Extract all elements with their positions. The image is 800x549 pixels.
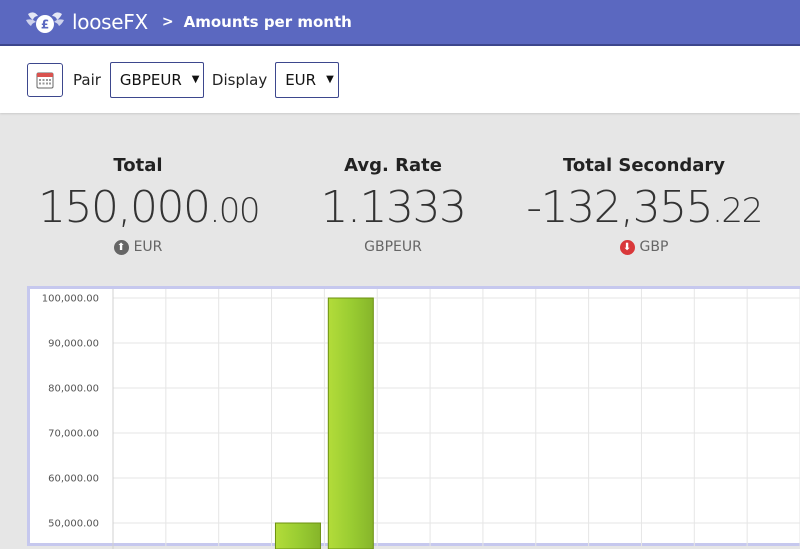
stat-avg-rate: Avg. Rate 1.1333 GBPEUR xyxy=(293,155,493,255)
chart-bar[interactable] xyxy=(327,297,374,549)
y-tick-label: 100,000.00 xyxy=(42,294,99,305)
logo[interactable]: £ looseFX xyxy=(24,6,148,38)
y-tick-label: 60,000.00 xyxy=(48,474,99,485)
stat-total-secondary-int: -132,355 xyxy=(526,182,713,233)
stat-total-secondary-currency-label: GBP xyxy=(639,239,669,255)
display-select[interactable]: EUR ▼ xyxy=(275,61,340,98)
stat-total-currency-label: EUR xyxy=(133,239,163,255)
pair-label: Pair xyxy=(73,70,101,89)
breadcrumb-separator: > xyxy=(161,14,174,30)
app-header: £ looseFX > Amounts per month xyxy=(0,0,800,46)
y-tick-label: 50,000.00 xyxy=(48,519,99,530)
stat-total-secondary-currency: ⬇ GBP xyxy=(519,239,769,255)
page-title: Amounts per month xyxy=(183,13,352,31)
arrow-down-icon: ⬇ xyxy=(619,239,635,255)
y-tick-label: 80,000.00 xyxy=(48,384,99,395)
winged-pound-icon: £ xyxy=(26,12,64,33)
y-tick-label: 90,000.00 xyxy=(48,339,99,350)
stat-avg-rate-heading: Avg. Rate xyxy=(344,155,442,176)
pair-select-value: GBPEUR xyxy=(119,70,182,89)
stat-total-secondary-dec: .22 xyxy=(712,191,763,231)
y-tick-label: 70,000.00 xyxy=(48,429,99,440)
pair-select[interactable]: GBPEUR ▼ xyxy=(109,61,204,98)
caret-down-icon: ▼ xyxy=(326,74,334,85)
stat-total-currency: ⬆ EUR xyxy=(38,239,238,255)
stat-total-heading: Total xyxy=(113,155,163,176)
amounts-bar-chart: 100,000.00 90,000.00 80,000.00 70,000.00 60,… xyxy=(42,289,800,549)
stat-total-dec: .00 xyxy=(209,191,260,231)
stat-total-value: 150,000.00 xyxy=(38,182,261,233)
stat-total: Total 150,000.00 ⬆ EUR xyxy=(38,155,261,255)
stat-avg-rate-pair: GBPEUR xyxy=(364,239,422,255)
display-select-value: EUR xyxy=(285,70,317,89)
stat-avg-rate-value: 1.1333 xyxy=(320,182,467,233)
arrow-up-icon: ⬆ xyxy=(113,239,129,255)
stat-total-secondary-heading: Total Secondary xyxy=(562,155,726,176)
toolbar: Pair GBPEUR ▼ Display EUR ▼ xyxy=(0,46,800,113)
chart-panel: 100,000.00 90,000.00 80,000.00 70,000.00 60,… xyxy=(27,286,800,549)
calendar-button[interactable] xyxy=(27,62,63,97)
display-label: Display xyxy=(211,70,268,89)
svg-text:£: £ xyxy=(41,18,49,32)
brand-name: looseFX xyxy=(72,10,148,34)
caret-down-icon: ▼ xyxy=(191,74,200,85)
stat-total-secondary-value: -132,355.22 xyxy=(519,182,769,233)
chart-bar[interactable] xyxy=(274,522,321,549)
calendar-icon xyxy=(36,72,54,88)
stat-total-secondary: Total Secondary -132,355.22 ⬇ GBP xyxy=(519,155,769,255)
stat-total-int: 150,000 xyxy=(38,182,211,233)
